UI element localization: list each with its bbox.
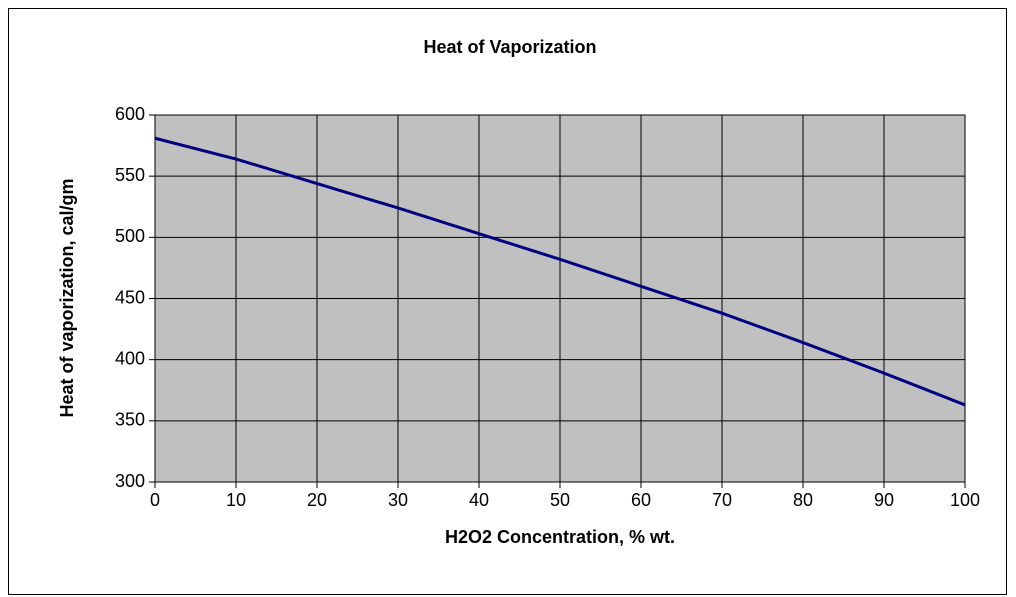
x-tick-label: 100: [950, 490, 980, 510]
y-axis-label: Heat of vaporization, cal/gm: [57, 178, 77, 417]
x-tick-label: 10: [226, 490, 246, 510]
x-tick-label: 40: [469, 490, 489, 510]
y-tick-label: 350: [115, 410, 145, 430]
y-tick-label: 600: [115, 104, 145, 124]
x-tick-label: 20: [307, 490, 327, 510]
x-tick-label: 30: [388, 490, 408, 510]
y-tick-label: 300: [115, 471, 145, 491]
data-line: [154, 136, 966, 407]
x-tick-label: 0: [150, 490, 160, 510]
x-tick-label: 90: [874, 490, 894, 510]
x-axis-label: H2O2 Concentration, % wt.: [445, 527, 675, 547]
x-tick-label: 50: [550, 490, 570, 510]
x-tick-label: 70: [712, 490, 732, 510]
y-tick-label: 550: [115, 165, 145, 185]
x-tick-label: 80: [793, 490, 813, 510]
x-tick-label: 60: [631, 490, 651, 510]
y-tick-label: 500: [115, 226, 145, 246]
y-tick-label: 400: [115, 348, 145, 368]
chart-title: Heat of Vaporization: [423, 37, 596, 57]
y-tick-label: 450: [115, 287, 145, 307]
